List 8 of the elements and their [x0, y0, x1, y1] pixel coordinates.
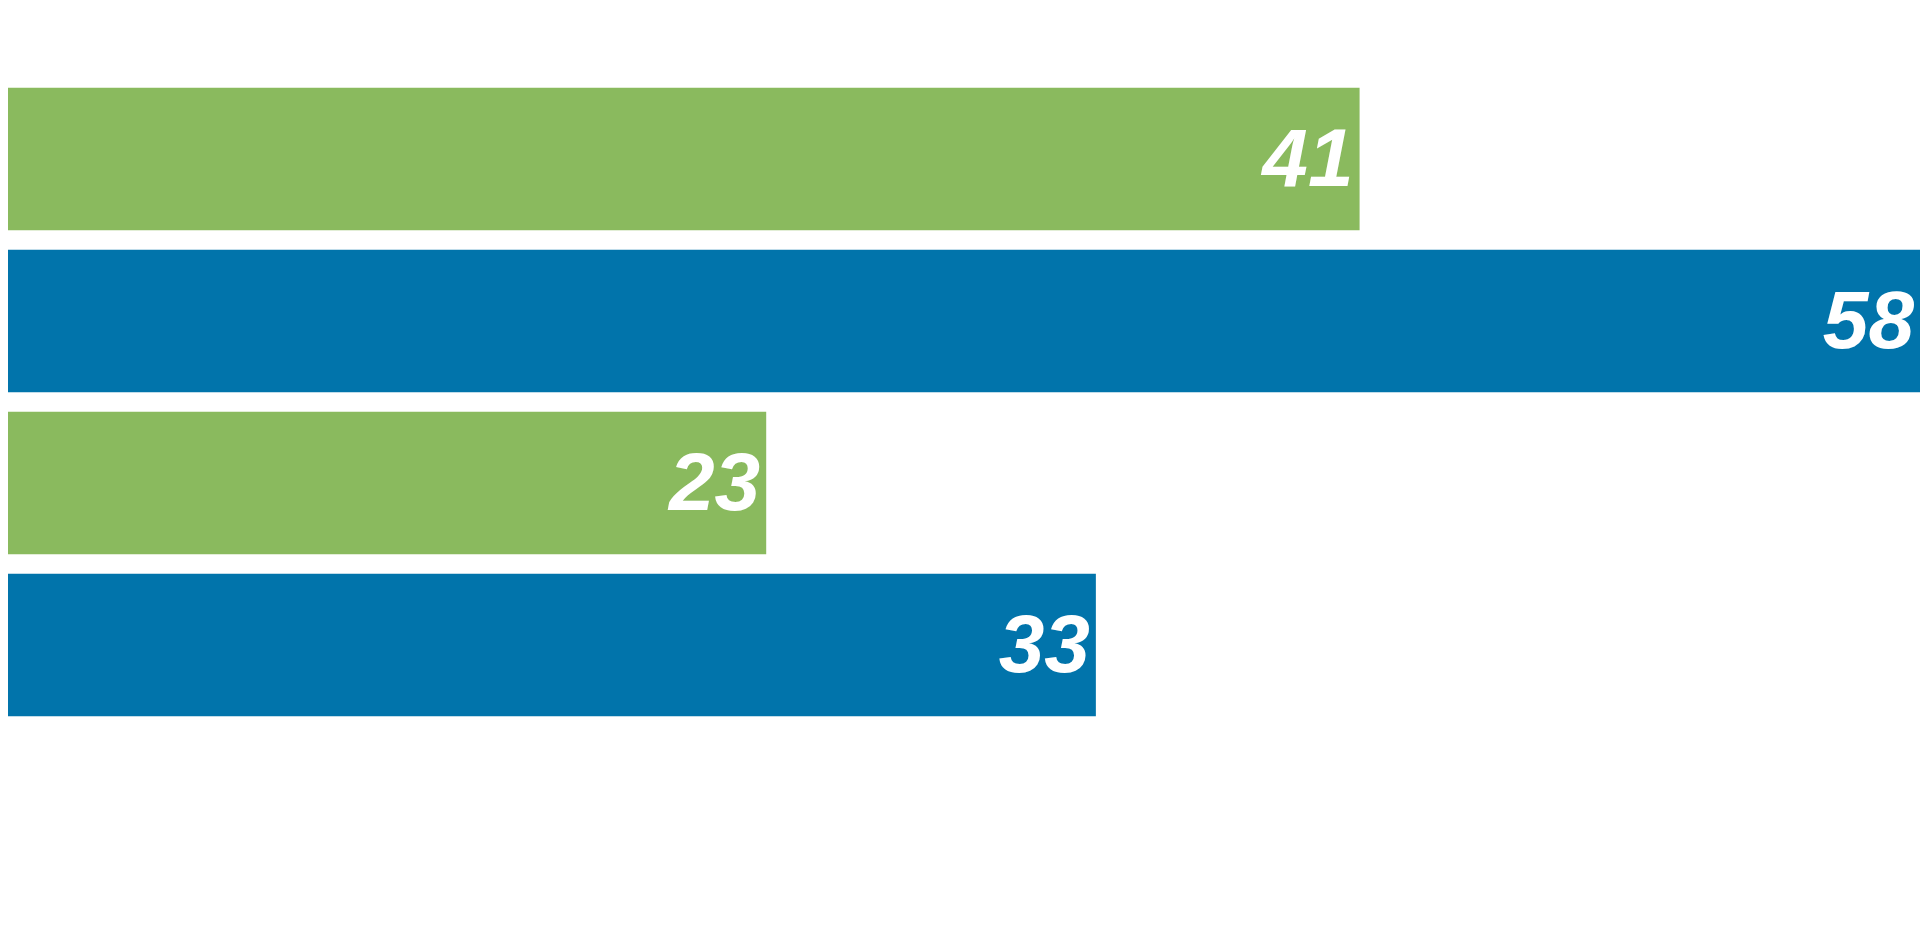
bar — [8, 411, 767, 555]
bar — [8, 87, 1360, 231]
bar — [8, 573, 1096, 717]
data-label: 58 — [1822, 273, 1915, 365]
data-label: 41 — [1260, 111, 1354, 203]
data-label: 23 — [666, 435, 761, 527]
data-label: 33 — [998, 597, 1090, 689]
bar — [8, 249, 1920, 393]
